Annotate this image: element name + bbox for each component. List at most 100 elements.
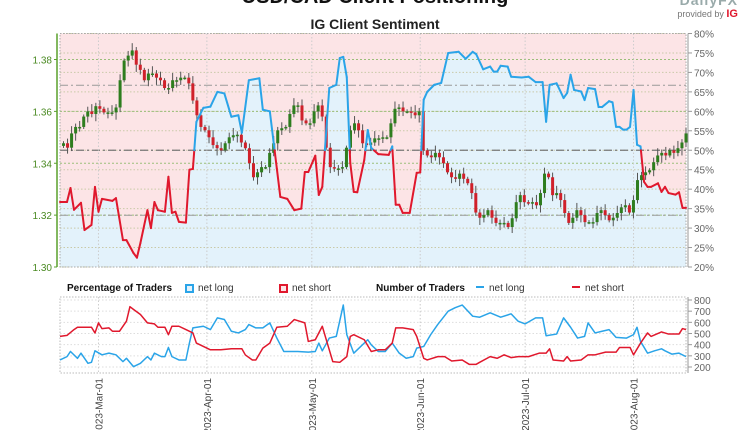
candle-body [389,123,393,138]
sentiment-line-segment [273,149,278,170]
candle-body [340,167,344,169]
long-area-fill [60,51,686,267]
sentiment-line-segment [69,186,75,211]
candle-body [664,152,668,156]
candle-body [227,137,231,144]
candle-body [381,137,385,139]
sentiment-line-segment [314,154,320,197]
candle-body [454,177,458,179]
candle-body [353,123,357,131]
candle-body [203,126,207,131]
candle-body [615,213,619,218]
candle-body [567,213,571,223]
candle-body [70,133,74,148]
candle-body [429,155,433,158]
date-tick-label: 2023-Apr-01 [203,378,214,430]
price-tick-label: 1.34 [33,159,53,170]
sentiment-line-segment [611,101,618,128]
sentiment-line-segment [643,180,649,188]
candle-body [215,145,219,149]
sentiment-line-segment [279,195,289,200]
sentiment-line-segment [93,185,100,213]
sentiment-line-segment [583,86,590,102]
candle-body [623,205,627,208]
candle-body [656,155,660,163]
price-tick-label: 1.36 [33,107,53,118]
candle-body [462,173,466,179]
candle-body [361,130,365,144]
sentiment-line-segment [601,100,611,109]
traders-net-short-line [59,305,687,366]
candle-body [357,123,361,131]
candle-body [284,126,288,129]
legend-num-short: net short [572,283,624,297]
candle-body [239,134,243,143]
candle-body [514,202,518,219]
sentiment-line-segment [139,209,149,244]
sentiment-line-segment [408,171,418,214]
candle-body [526,202,530,204]
date-tick-label: 2023-May-01 [308,378,319,430]
candle-body [207,130,211,138]
candle-body [146,73,150,81]
candle-body [167,88,171,90]
price-tick-label: 1.30 [33,263,53,274]
candle-body [102,108,106,113]
candle-body [251,163,255,178]
candle-body [106,112,110,114]
candle-body [583,215,587,223]
candle-body [171,80,175,89]
candle-body [159,77,163,81]
sentiment-line-segment [72,201,82,211]
candle-body [300,105,304,121]
sentiment-line-segment [268,110,276,152]
sentiment-line-segment [545,83,551,123]
candle-body [175,80,179,82]
candle-body [243,142,247,149]
sentiment-line-segment [664,185,670,195]
pct-tick-label: 45% [694,166,714,177]
candle-body [478,212,482,218]
sentiment-line-segment [398,203,404,214]
candle-body [66,143,70,148]
sentiment-line-segment [293,207,303,212]
candle-body [510,218,514,228]
pct-tick-label: 60% [694,107,714,118]
candle-body [482,215,486,218]
pct-tick-label: 30% [694,224,714,235]
candle-body [223,143,227,151]
candle-body [94,106,98,114]
candle-body [494,217,498,223]
traders-net-long-line [59,304,687,368]
sentiment-line-segment [135,241,142,259]
candle-body [304,120,308,124]
sentiment-line-segment [163,175,170,213]
candle-body [534,202,538,206]
sentiment-line-segment [678,191,684,209]
sentiment-line-segment [632,88,639,146]
traders-tick-label: 500 [694,330,711,341]
candle-body [235,134,239,137]
pct-tick-label: 25% [694,244,714,255]
sentiment-line-segment [426,83,436,93]
candle-body [328,147,332,168]
traders-tick-label: 400 [694,341,711,352]
candle-body [332,167,336,169]
chart-subtitle: IG Client Sentiment [310,16,440,32]
candle-body [393,108,397,124]
candle-body [154,73,158,78]
sentiment-line-segment [510,75,523,79]
sentiment-line-segment [364,129,369,152]
candle-body [417,111,421,116]
sentiment-line-segment [506,65,513,78]
dailyfx-logo: DailyFX provided by IG [677,0,738,20]
pct-tick-label: 35% [694,205,714,216]
sentiment-line-segment [348,149,352,165]
legend-pct-long: net long [185,283,234,297]
candle-body [118,80,122,108]
candle-body [668,150,672,156]
candle-body [441,157,445,164]
sentiment-line-segment [153,201,159,212]
sentiment-line-segment [594,88,600,109]
